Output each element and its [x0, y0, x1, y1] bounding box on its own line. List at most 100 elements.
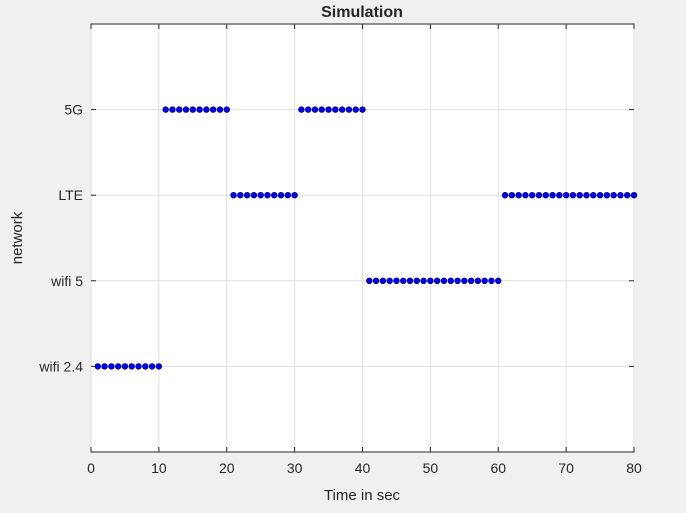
x-tick-label: 70 [558, 460, 574, 476]
data-point [406, 277, 414, 284]
data-point [400, 277, 407, 284]
y-tick-label: wifi 2.4 [38, 358, 83, 374]
data-point [522, 191, 529, 199]
data-point [325, 106, 332, 113]
data-point [433, 277, 441, 284]
data-point [148, 363, 156, 370]
x-tick-label: 50 [423, 460, 439, 476]
data-point [203, 106, 210, 113]
data-point [542, 191, 549, 199]
data-point [169, 106, 176, 113]
data-point [128, 363, 135, 370]
data-point [114, 363, 122, 370]
data-point [182, 106, 190, 113]
data-point [413, 277, 420, 284]
data-point [440, 277, 448, 284]
data-point [461, 277, 468, 284]
data-point [305, 106, 312, 113]
data-point [596, 191, 604, 199]
data-point [352, 106, 359, 113]
data-point [250, 191, 258, 199]
data-point [108, 363, 115, 370]
data-point [237, 191, 244, 199]
data-point [488, 277, 495, 284]
data-point [447, 277, 454, 284]
data-point [495, 277, 502, 284]
data-point [366, 277, 373, 284]
axis-ticks: 0 10 20 30 40 50 60 70 80 wifi 2.4 wifi 5 LTE 5G [38, 24, 642, 476]
data-point [142, 363, 149, 370]
data-point [481, 277, 488, 284]
data-point [474, 277, 482, 284]
data-point [386, 277, 393, 284]
y-axis-label: network [9, 211, 26, 264]
data-point [284, 191, 292, 199]
data-point [264, 191, 271, 199]
data-point [617, 191, 624, 199]
data-point [311, 106, 319, 113]
data-point [590, 191, 597, 199]
data-point [379, 277, 387, 284]
data-point [223, 106, 230, 113]
data-point [94, 363, 101, 370]
data-point [515, 191, 522, 199]
data-point [243, 191, 251, 199]
data-point [576, 191, 583, 199]
data-point [454, 277, 461, 284]
data-points [94, 106, 638, 370]
data-point [372, 277, 380, 284]
data-point [162, 106, 169, 113]
data-point [230, 191, 237, 199]
data-point [338, 106, 346, 113]
y-tick-label: LTE [58, 187, 83, 203]
data-point [345, 106, 353, 113]
data-point [155, 363, 163, 370]
data-point [467, 277, 475, 284]
data-point [603, 191, 611, 199]
y-tick-label: wifi 5 [50, 273, 83, 289]
data-point [562, 191, 570, 199]
data-point [216, 106, 224, 113]
data-point [630, 191, 638, 199]
x-tick-label: 80 [626, 460, 642, 476]
x-tick-label: 0 [87, 460, 95, 476]
data-point [501, 191, 509, 199]
data-point [257, 191, 264, 199]
data-point [535, 191, 543, 199]
data-point [189, 106, 197, 113]
data-point [291, 191, 298, 199]
data-point [209, 106, 217, 113]
x-tick-label: 20 [219, 460, 235, 476]
data-point [549, 191, 556, 199]
y-tick-label: 5G [64, 102, 83, 118]
data-point [528, 191, 536, 199]
data-point [318, 106, 325, 113]
data-point [271, 191, 278, 199]
x-axis-label: Time in sec [324, 487, 401, 504]
x-tick-label: 40 [355, 460, 371, 476]
data-point [624, 191, 631, 199]
data-point [277, 191, 285, 199]
data-point [135, 363, 142, 370]
data-point [556, 191, 563, 199]
chart-title: Simulation [321, 4, 403, 21]
x-tick-label: 10 [151, 460, 167, 476]
data-point [427, 277, 434, 284]
data-point [508, 191, 516, 199]
data-point [176, 106, 183, 113]
data-point [121, 363, 129, 370]
data-point [583, 191, 590, 199]
data-point [196, 106, 203, 113]
data-point [420, 277, 427, 284]
data-point [610, 191, 617, 199]
data-point [298, 106, 305, 113]
data-point [359, 106, 366, 113]
data-point [393, 277, 400, 284]
x-tick-label: 60 [490, 460, 506, 476]
data-point [332, 106, 339, 113]
data-point [101, 363, 108, 370]
x-tick-label: 30 [287, 460, 303, 476]
data-point [569, 191, 577, 199]
